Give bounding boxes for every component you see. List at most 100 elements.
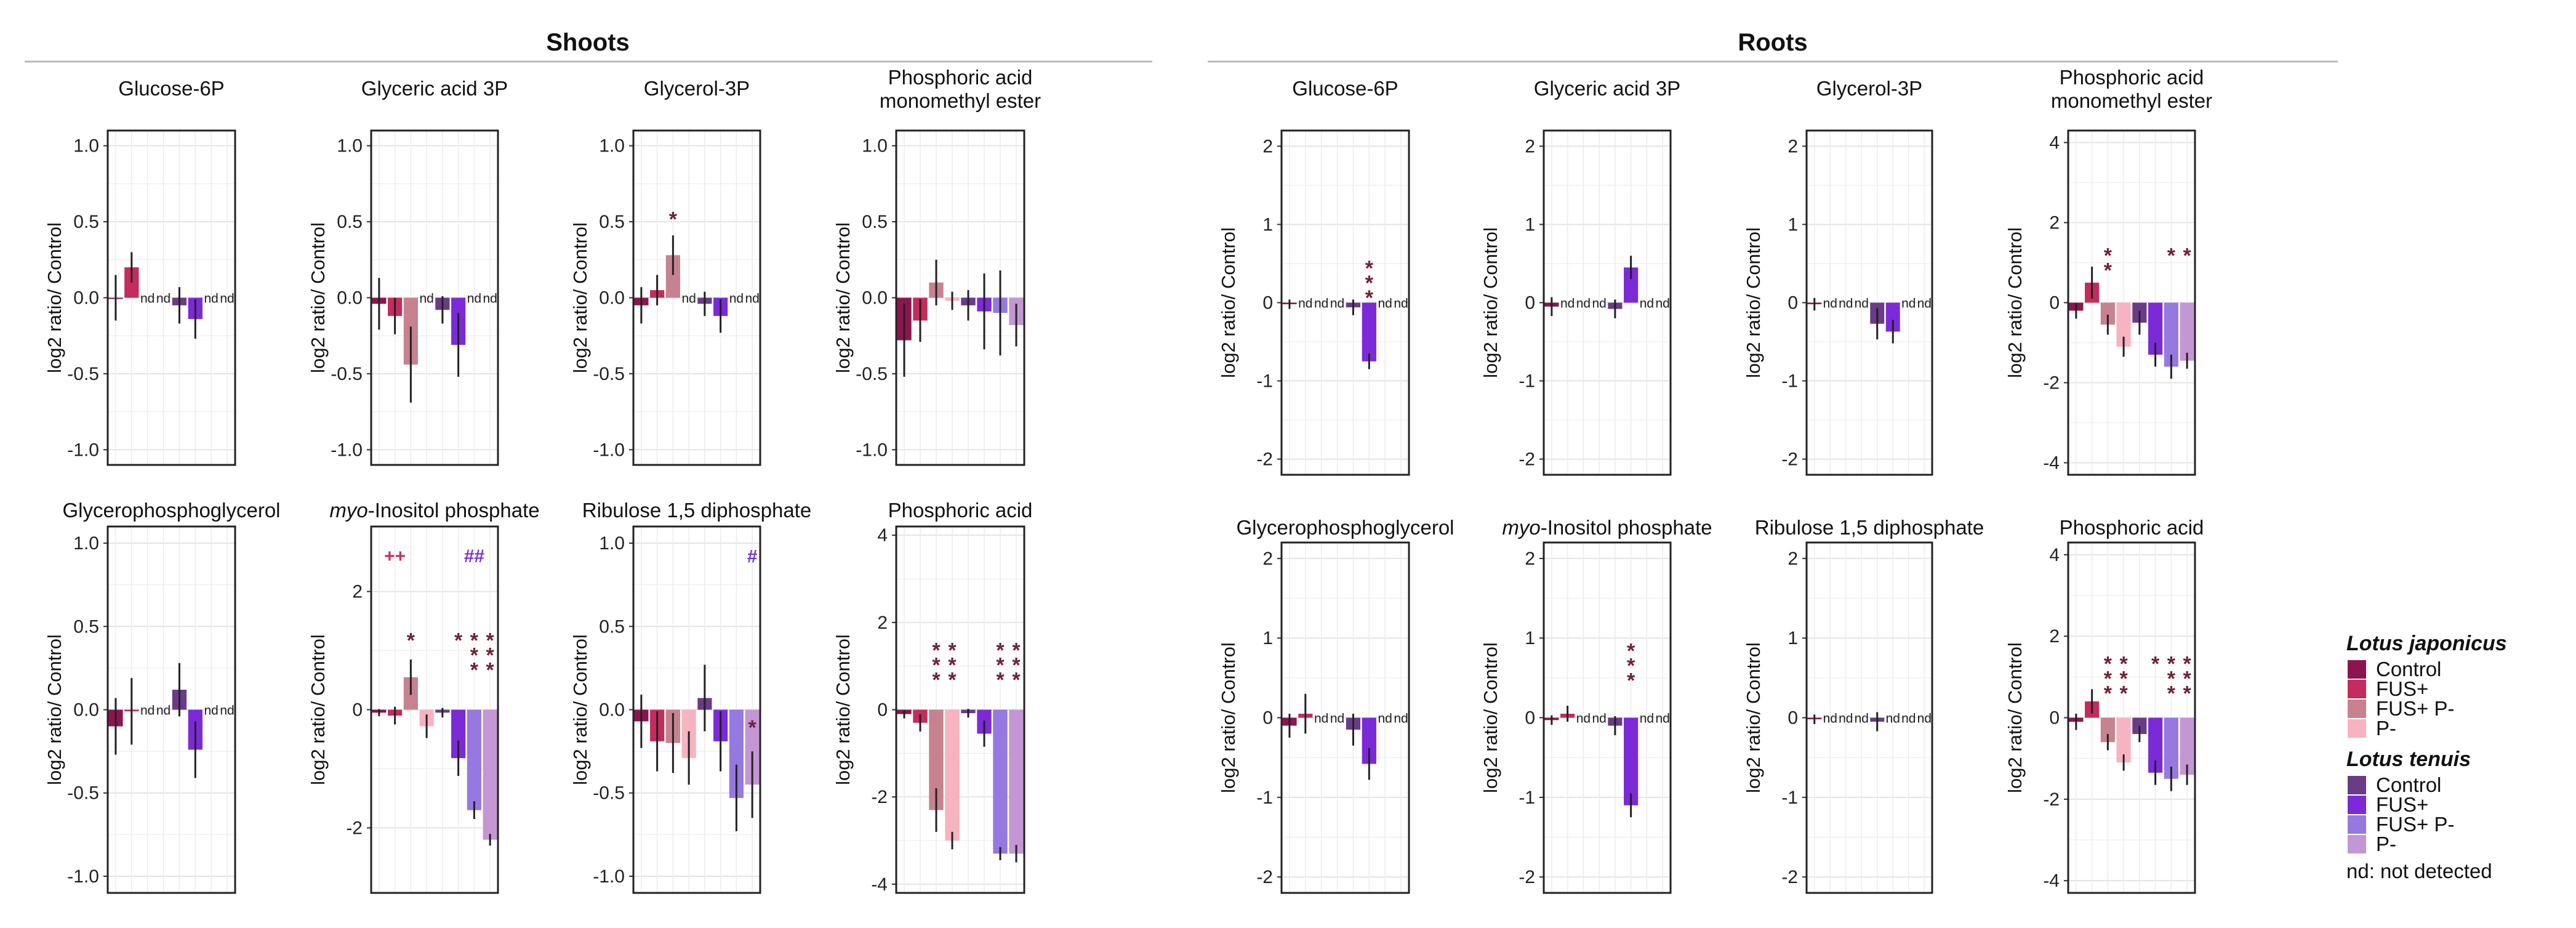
chart-panel-shoots-7: Ribulose 1,5 diphosphate -1.0 -0.5 0.0 0.5 1.… (569, 499, 811, 894)
y-tick-label: 0.5 (73, 616, 99, 637)
panel-title: Phosphoric acid (2060, 516, 2204, 539)
significance-marker: * * * (948, 639, 957, 692)
panel-title: Glyceric acid 3P (1534, 77, 1680, 100)
y-tick-label: 1.0 (73, 136, 99, 156)
y-tick-label: -1.0 (67, 866, 99, 887)
star-glyph: * (2167, 667, 2176, 690)
y-tick-label: -2 (1256, 450, 1273, 470)
chart-panel-roots-5: Glycerophosphoglycerol -2 -1 0 1 2 log2 ratio/… (1218, 516, 1455, 894)
y-tick-label: 1 (1525, 628, 1535, 648)
y-tick-label: 0 (1525, 708, 1535, 728)
plus-marker: ++ (384, 546, 406, 567)
nd-label: nd (156, 292, 171, 306)
title-line: Phosphoric acid (2060, 66, 2204, 89)
y-axis-label: log2 ratio/ Control (307, 634, 329, 785)
y-axis-label: log2 ratio/ Control (1743, 642, 1764, 793)
bar (1362, 302, 1376, 361)
star-glyph: * (996, 639, 1005, 663)
legend-swatch (2348, 660, 2366, 679)
y-tick-label: -2 (1519, 867, 1535, 887)
chart-panel-shoots-3: Glycerol-3P -1.0 -0.5 0.0 0.5 1.0 log2 ratio/ … (569, 77, 761, 466)
y-tick-label: 1 (1262, 628, 1273, 648)
y-tick-label: -1 (1256, 788, 1273, 808)
star-glyph: * (2183, 682, 2192, 705)
nd-label: nd (1576, 712, 1591, 726)
y-tick-label: -0.5 (593, 364, 625, 384)
bar (745, 709, 760, 785)
panel-title: Ribulose 1,5 diphosphate (1755, 516, 1984, 539)
y-axis-label: log2 ratio/ Control (1743, 227, 1764, 378)
legend-label: Control (2376, 658, 2441, 680)
star-glyph: * (470, 644, 479, 668)
y-tick-label: 1 (1788, 214, 1798, 235)
plot-frame (1805, 541, 1933, 894)
chart-panel-shoots-5: Glycerophosphoglycerol -1.0 -0.5 0.0 0.5 1.0 l… (44, 499, 281, 894)
y-tick-label: -1 (1519, 788, 1535, 808)
significance-marker: * (669, 208, 678, 231)
nd-label: nd (1823, 297, 1837, 311)
y-tick-label: 0.0 (73, 700, 99, 720)
star-glyph: * (2167, 244, 2176, 268)
legend-swatch (2348, 719, 2366, 738)
plot-frame (2067, 129, 2196, 476)
y-tick-label: 1.0 (599, 533, 625, 554)
y-axis-label: log2 ratio/ Control (1218, 642, 1239, 793)
star-glyph: * (2104, 259, 2113, 283)
y-tick-label: 2 (1788, 136, 1798, 156)
y-tick-label: -2 (1519, 450, 1535, 470)
star-glyph: * (454, 629, 463, 653)
star-glyph: * (2104, 652, 2113, 676)
legend-swatch (2348, 835, 2366, 853)
y-tick-label: 1 (1525, 214, 1535, 235)
legend-swatch (2348, 815, 2366, 834)
y-tick-label: -2 (1781, 867, 1798, 887)
significance-marker: * * * (2120, 652, 2129, 705)
star-glyph: * (1012, 639, 1021, 663)
star-glyph: * (2120, 682, 2129, 705)
nd-label: nd (419, 292, 433, 306)
plot-frame (895, 129, 1025, 466)
plot-frame (895, 525, 1025, 894)
nd-label: nd (1394, 297, 1408, 311)
y-tick-label: -1.0 (331, 440, 363, 460)
star-glyph: * (1365, 257, 1374, 280)
legend-swatch (2348, 680, 2366, 698)
nd-label: nd (1839, 712, 1853, 726)
significance-marker: * * * (996, 639, 1005, 692)
star-glyph: * (486, 644, 495, 668)
bar (2100, 302, 2115, 325)
star-glyph: * (1627, 655, 1635, 678)
nd-label: nd (1917, 712, 1932, 726)
legend-label: FUS+ P- (2376, 697, 2454, 720)
bar (1885, 302, 1900, 332)
y-axis-label: log2 ratio/ Control (569, 634, 591, 785)
star-glyph: * (669, 208, 678, 231)
plot-frame (1805, 129, 1933, 476)
y-tick-label: 1.0 (862, 136, 888, 156)
nd-label: nd (745, 292, 759, 306)
nd-label: nd (204, 292, 219, 306)
y-tick-label: 2 (1525, 136, 1535, 156)
star-glyph: * (996, 669, 1005, 692)
nd-label: nd (681, 292, 696, 306)
nd-label: nd (1901, 712, 1916, 726)
y-tick-label: 0.0 (862, 288, 888, 309)
y-tick-label: 0.0 (73, 288, 99, 309)
panel-title: Glycerol-3P (644, 77, 750, 100)
title-rest: -Inositol phosphate (1541, 516, 1712, 539)
y-axis-label: log2 ratio/ Control (44, 222, 65, 373)
section-title-roots: Roots (1738, 29, 1807, 56)
y-axis-label: log2 ratio/ Control (1218, 227, 1239, 378)
star-glyph: * (948, 669, 957, 692)
y-tick-label: -4 (2043, 871, 2060, 891)
chart-panel-shoots-1: Glucose-6P -1.0 -0.5 0.0 0.5 1.0 log2 ratio/ C… (44, 77, 236, 466)
plot-frame (1543, 541, 1672, 894)
grid (371, 131, 498, 465)
star-glyph: * (1365, 272, 1374, 295)
nd-label: nd (1298, 297, 1312, 311)
star-glyph: * (932, 669, 941, 692)
chart-panel-shoots-6: myo-Inositol phosphate -2 0 2 log2 ratio/ Co… (307, 499, 540, 894)
plot-frame (106, 129, 236, 466)
bar (2180, 717, 2194, 775)
